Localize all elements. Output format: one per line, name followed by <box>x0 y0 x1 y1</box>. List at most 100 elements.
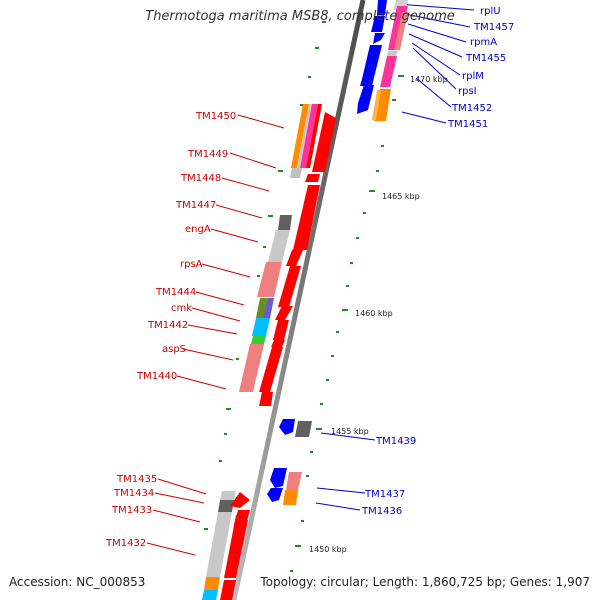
gene-arrow-red <box>259 392 273 406</box>
scale-tick <box>331 355 334 357</box>
gene-block-pink <box>380 56 397 87</box>
gene-label[interactable]: TM1432 <box>105 538 146 549</box>
leader-line <box>397 3 475 11</box>
scale-tick <box>308 76 311 78</box>
gene-block-lightgray <box>206 512 232 577</box>
scale-tick <box>398 75 404 77</box>
gene-block-orange <box>204 577 220 590</box>
gene-label[interactable]: TM1448 <box>180 173 221 184</box>
scale-tick <box>363 212 366 214</box>
scale-tick <box>350 262 353 264</box>
scale-tick <box>300 104 304 106</box>
leader-line <box>407 23 467 43</box>
gene-label[interactable]: TM1436 <box>361 506 402 517</box>
left-gene-labels: TM1450 TM1449 TM1448 TM1447 engA rpsA TM… <box>105 111 236 549</box>
gene-label[interactable]: TM1433 <box>111 505 152 516</box>
gene-block-lightgray <box>220 491 236 500</box>
scale-label: 1470 kbp <box>410 75 448 84</box>
gene-block-red <box>306 104 322 168</box>
gene-label[interactable]: TM1451 <box>447 119 488 130</box>
gene-label[interactable]: aspS <box>162 344 186 355</box>
scale-label: 1455 kbp <box>331 427 369 436</box>
gene-label[interactable]: TM1439 <box>375 436 416 447</box>
leader-line <box>152 509 201 523</box>
gene-arrow-red <box>224 515 248 578</box>
gene-arrow-red <box>259 347 283 392</box>
gene-arrow-red <box>278 266 301 307</box>
gene-label[interactable]: rpsI <box>458 86 477 97</box>
gene-label[interactable]: TM1450 <box>195 111 236 122</box>
gene-arrow-blue <box>360 45 382 86</box>
gene-arrow-red <box>286 250 303 266</box>
scale-tick <box>204 528 208 530</box>
leader-line <box>157 478 207 495</box>
leader-line <box>408 33 463 58</box>
gene-arrow-red <box>271 340 285 347</box>
gene-arrow-red <box>273 320 289 340</box>
scale-tick <box>310 451 313 453</box>
scale-tick <box>336 331 339 333</box>
gene-label[interactable]: rplM <box>462 71 484 82</box>
gene-label[interactable]: TM1447 <box>175 200 216 211</box>
leader-line <box>146 542 196 556</box>
leader-line <box>215 204 263 219</box>
leader-line <box>201 263 251 278</box>
gene-label[interactable]: TM1444 <box>155 287 196 298</box>
gene-block-orange <box>372 90 381 120</box>
gene-block-darkgray <box>218 500 234 512</box>
gene-block-gray <box>290 168 302 178</box>
leader-line <box>411 42 461 76</box>
feature-leaders <box>146 3 475 556</box>
gene-arrow-red <box>293 185 320 250</box>
gene-block-salmon <box>239 344 264 392</box>
gene-cluster-1450 <box>290 104 336 182</box>
top-gene-cluster <box>357 0 408 121</box>
leader-line <box>415 77 452 108</box>
gene-label[interactable]: TM1455 <box>465 53 506 64</box>
gene-label[interactable]: rpmA <box>470 37 497 48</box>
leader-line <box>195 291 245 306</box>
gene-arrow-red <box>312 112 336 172</box>
gene-label[interactable]: TM1452 <box>451 103 492 114</box>
gene-label[interactable]: TM1457 <box>473 22 514 33</box>
gene-arrow-blue <box>357 85 374 114</box>
gene-label[interactable]: TM1449 <box>187 149 228 160</box>
gene-arrow-blue <box>279 419 295 435</box>
gene-label[interactable]: TM1434 <box>113 488 154 499</box>
gene-label[interactable]: engA <box>185 224 211 235</box>
scale-tick <box>306 475 309 477</box>
gene-block-salmon <box>257 262 282 297</box>
leader-line <box>320 432 376 441</box>
scale-tick <box>301 520 304 522</box>
gene-block-cyan <box>252 318 270 336</box>
gene-cluster-1439 <box>267 419 312 505</box>
scale-label: 1450 kbp <box>309 545 347 554</box>
gene-label[interactable]: TM1440 <box>136 371 177 382</box>
gene-cluster-1435 <box>202 491 250 600</box>
gene-block-darkgray <box>278 215 292 230</box>
gene-block-orange <box>283 490 298 505</box>
gene-cluster-main <box>239 185 320 406</box>
gene-label[interactable]: TM1437 <box>364 489 405 500</box>
gene-block-slate <box>263 298 274 318</box>
gene-label[interactable]: TM1442 <box>147 320 188 331</box>
genome-title: Thermotoga maritima MSB8, complete genom… <box>145 9 455 24</box>
gene-label[interactable]: rplU <box>480 6 501 17</box>
scale-tick <box>278 170 283 172</box>
gene-label[interactable]: cmk <box>171 303 192 314</box>
gene-block-orange <box>291 104 309 168</box>
leader-line <box>176 375 227 390</box>
gene-block-green <box>251 336 266 344</box>
gene-block-salmon <box>394 12 408 50</box>
gene-block-gray <box>387 51 398 56</box>
gene-label[interactable]: rpsA <box>180 259 203 270</box>
scale-tick <box>268 215 273 217</box>
leader-line <box>237 114 285 129</box>
leader-line <box>210 228 259 243</box>
scale-tick <box>315 47 319 49</box>
gene-label[interactable]: TM1435 <box>116 474 157 485</box>
leader-line <box>404 13 471 28</box>
scale-tick <box>257 275 260 277</box>
scale-tick <box>224 433 227 435</box>
